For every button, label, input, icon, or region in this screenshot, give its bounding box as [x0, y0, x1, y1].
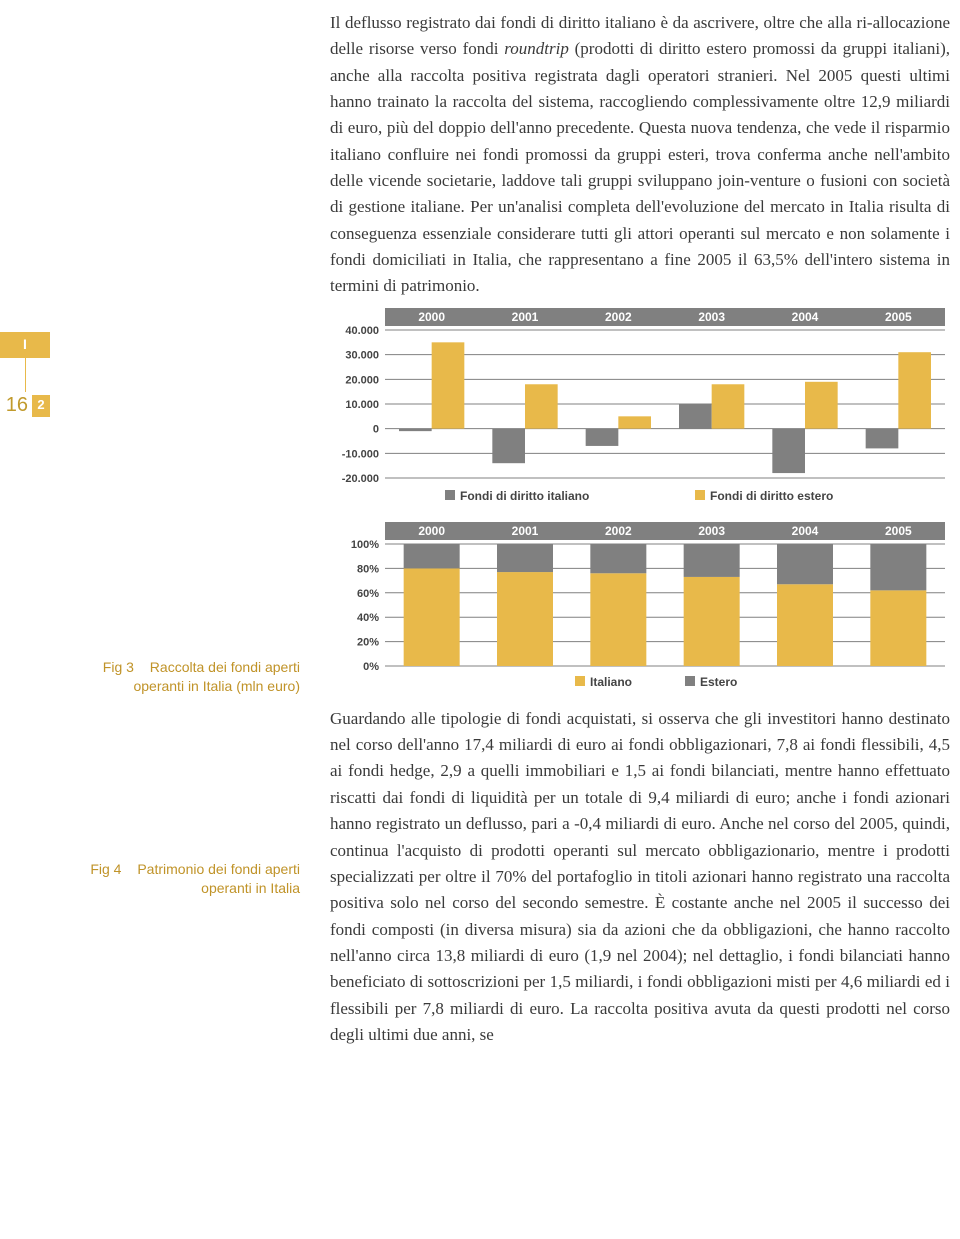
svg-text:2000: 2000	[418, 310, 445, 324]
svg-text:100%: 100%	[351, 539, 379, 551]
section-connector-line	[25, 358, 26, 392]
svg-text:-20.000: -20.000	[342, 473, 379, 485]
svg-text:0%: 0%	[363, 661, 379, 673]
svg-text:2004: 2004	[792, 524, 819, 538]
svg-text:2003: 2003	[698, 310, 725, 324]
svg-text:2001: 2001	[512, 310, 539, 324]
figure-3-title: Raccolta dei fondi aperti operanti in It…	[133, 659, 300, 694]
figure-3-chart: 2000 2001 2002 2003 2004 2005 40.000 30.000 20.0…	[330, 308, 950, 508]
paragraph-1: Il deflusso registrato dai fondi di diri…	[330, 10, 950, 300]
section-roman-tab: I	[0, 332, 50, 358]
svg-text:40%: 40%	[357, 612, 379, 624]
svg-text:-10.000: -10.000	[342, 448, 379, 460]
svg-text:2001: 2001	[512, 524, 539, 538]
svg-text:2004: 2004	[792, 310, 819, 324]
svg-text:2005: 2005	[885, 310, 912, 324]
svg-text:0: 0	[373, 423, 379, 435]
patrimonio-stacked-chart: 2000 2001 2002 2003 2004 2005 100% 80% 60% 40% 20%…	[330, 522, 950, 692]
svg-text:80%: 80%	[357, 563, 379, 575]
figure-3-caption: Fig 3 Raccolta dei fondi aperti operanti…	[50, 658, 300, 696]
raccolta-bar-chart: 2000 2001 2002 2003 2004 2005 40.000 30.000 20.0…	[330, 308, 950, 508]
chapter-number: 2	[32, 395, 50, 417]
figure-3-label: Fig 3	[103, 659, 134, 675]
main-text-column: Il deflusso registrato dai fondi di diri…	[330, 10, 950, 1048]
svg-text:2005: 2005	[885, 524, 912, 538]
svg-text:30.000: 30.000	[345, 349, 379, 361]
svg-text:2000: 2000	[418, 524, 445, 538]
svg-text:20.000: 20.000	[345, 374, 379, 386]
page-number: 16	[0, 390, 28, 421]
figure-4-label: Fig 4	[90, 861, 121, 877]
svg-text:2002: 2002	[605, 310, 632, 324]
svg-text:Fondi di diritto estero: Fondi di diritto estero	[710, 489, 833, 503]
left-margin-column: I 16 2 Fig 3 Raccolta dei fondi aperti o…	[0, 10, 300, 1048]
figure-4-chart: 2000 2001 2002 2003 2004 2005 100% 80% 60% 40% 20%…	[330, 522, 950, 692]
svg-text:10.000: 10.000	[345, 399, 379, 411]
figure-4-caption: Fig 4 Patrimonio dei fondi aperti operan…	[50, 860, 300, 898]
svg-text:20%: 20%	[357, 636, 379, 648]
svg-text:40.000: 40.000	[345, 325, 379, 337]
svg-text:2002: 2002	[605, 524, 632, 538]
svg-text:2003: 2003	[698, 524, 725, 538]
svg-text:Fondi di diritto italiano: Fondi di diritto italiano	[460, 489, 589, 503]
svg-text:Estero: Estero	[700, 675, 737, 689]
figure-4-title: Patrimonio dei fondi aperti operanti in …	[137, 861, 300, 896]
page-chapter-tab: 16 2	[0, 390, 50, 421]
svg-text:Italiano: Italiano	[590, 675, 632, 689]
paragraph-2: Guardando alle tipologie di fondi acquis…	[330, 706, 950, 1048]
svg-text:60%: 60%	[357, 588, 379, 600]
